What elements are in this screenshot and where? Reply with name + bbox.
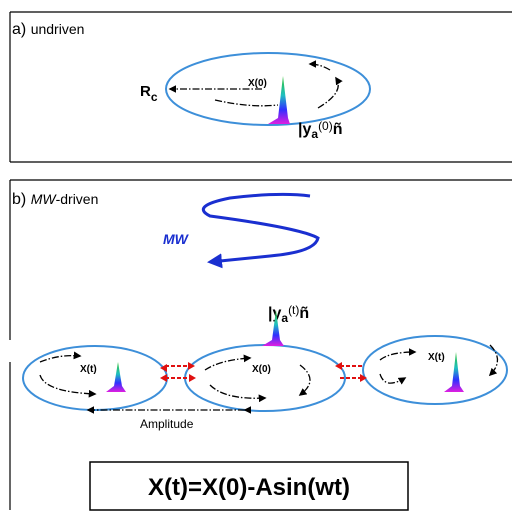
state-label: |ya(t)ñ — [268, 303, 309, 325]
orbit-path — [210, 385, 265, 398]
wavepacket — [106, 362, 126, 392]
panel-label: a) undriven — [12, 21, 84, 38]
amplitude-label: Amplitude — [140, 417, 194, 431]
wavepacket — [268, 76, 290, 124]
orbit-path — [40, 375, 95, 394]
orbit-label: X(0) — [252, 364, 271, 375]
orbit-label: X(t) — [80, 364, 97, 375]
orbit — [23, 346, 167, 410]
orbit-path — [300, 365, 310, 395]
orbit-path — [205, 358, 250, 370]
center-label: X(0) — [248, 78, 267, 89]
orbit — [363, 336, 507, 404]
orbit — [185, 345, 345, 411]
diagram: a) undriven Rc X(0) |ya(0)ñ b) MW-driven… — [0, 0, 512, 514]
orbit-path — [380, 374, 405, 383]
state-label: |ya(0)ñ — [298, 119, 343, 141]
orbit-path — [318, 78, 338, 108]
orbit-path — [310, 64, 330, 70]
radius-label: Rc — [140, 83, 158, 104]
panel-b: b) MW-driven MW |ya(t)ñ X(t) X(0) X(t) A… — [10, 180, 512, 510]
orbit-path — [215, 100, 278, 106]
orbit-label: X(t) — [428, 352, 445, 363]
orbit-path — [380, 352, 415, 360]
orbit-path — [40, 356, 80, 362]
drive-arrow — [203, 194, 318, 262]
panel-label: b) MW-driven — [12, 191, 98, 208]
equation: X(t)=X(0)-Asin(wt) — [148, 474, 350, 501]
wavepacket — [444, 352, 464, 392]
panel-a: a) undriven Rc X(0) |ya(0)ñ — [10, 12, 512, 162]
drive-label: MW — [163, 231, 190, 247]
